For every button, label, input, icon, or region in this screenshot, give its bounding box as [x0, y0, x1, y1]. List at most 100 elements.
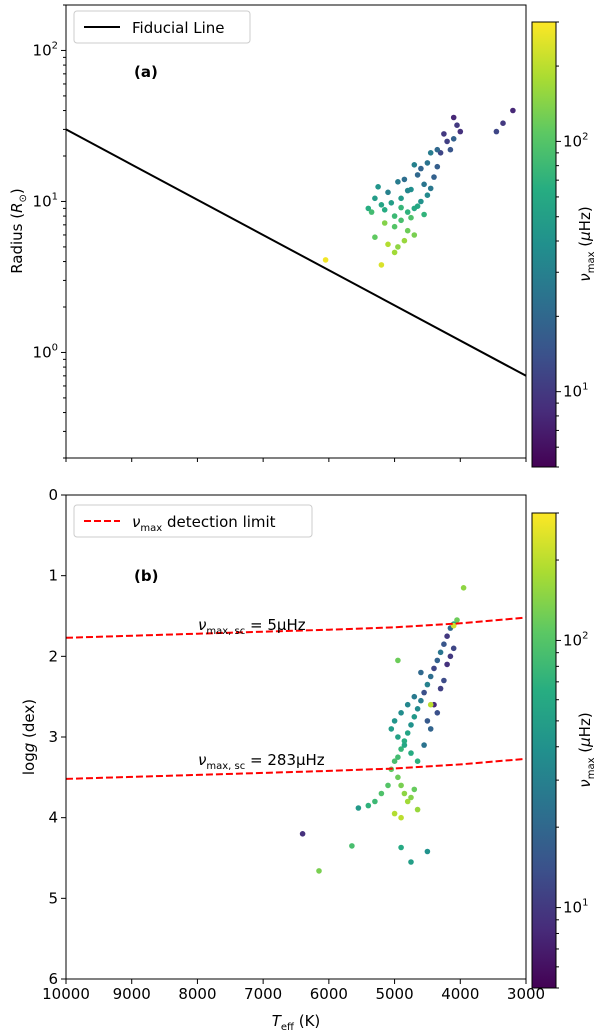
- panel-b-x-ticks: 10000 9000 8000 7000 6000 5000 4000 3000: [42, 979, 545, 1003]
- data-point: [395, 734, 401, 740]
- data-point: [391, 223, 398, 230]
- annotation-5uhz: νmax, sc = 5μHz: [198, 616, 306, 637]
- data-point: [424, 718, 431, 724]
- data-point: [437, 649, 444, 656]
- panel-b-ylabel: logg (dex): [20, 699, 38, 775]
- colorbar-a-label: νmax (μHz): [576, 206, 597, 281]
- legend-frame: [73, 10, 251, 44]
- data-point: [401, 742, 408, 748]
- data-point: [398, 844, 404, 851]
- data-point: [431, 174, 437, 180]
- data-point: [395, 657, 401, 664]
- panel-a-frame: [65, 4, 527, 459]
- panel-b-label: (b): [134, 567, 158, 585]
- data-point: [349, 843, 355, 849]
- panel-a-label: (a): [134, 63, 158, 81]
- annotation-283uhz: νmax, sc = 283μHz: [198, 751, 325, 772]
- data-point: [299, 831, 306, 837]
- panel-b-legend: νmax detection limit: [73, 504, 313, 538]
- data-point: [418, 198, 424, 205]
- x-tick-label: 4000: [441, 985, 479, 1003]
- data-point: [421, 181, 427, 188]
- data-point: [427, 150, 434, 156]
- data-point: [391, 718, 398, 724]
- data-point: [444, 633, 450, 639]
- colorbar-a-gradient: [531, 21, 557, 468]
- cb-tick-label: 102: [563, 131, 588, 150]
- cb-tick-label: 101: [563, 382, 588, 401]
- panel-a-points: [322, 107, 516, 268]
- data-point: [388, 200, 395, 206]
- data-point: [395, 244, 401, 250]
- data-point: [441, 641, 447, 647]
- data-point: [418, 697, 424, 704]
- data-point: [398, 204, 404, 211]
- data-point: [378, 262, 385, 268]
- x-tick-label: 10000: [42, 985, 90, 1003]
- data-point: [375, 184, 381, 190]
- data-point: [408, 859, 414, 865]
- data-point: [427, 673, 434, 680]
- data-point: [398, 195, 404, 202]
- data-point: [385, 189, 391, 196]
- colorbar-b-ticks: 101 102: [556, 512, 588, 989]
- data-point: [444, 661, 450, 668]
- detection-limit-line: [66, 616, 526, 639]
- data-point: [408, 214, 414, 221]
- data-point: [408, 794, 414, 801]
- data-point: [401, 176, 408, 183]
- detection-limit-line: [66, 757, 526, 780]
- data-point: [368, 209, 375, 215]
- data-point: [434, 710, 441, 716]
- data-point: [411, 714, 418, 720]
- data-point: [372, 234, 378, 240]
- data-point: [414, 706, 421, 712]
- y-tick-label: 6: [48, 970, 58, 988]
- data-point: [404, 209, 411, 215]
- data-point: [454, 617, 460, 623]
- data-point: [372, 798, 378, 805]
- data-point: [447, 146, 454, 153]
- data-point: [414, 806, 421, 813]
- panel-a-legend: Fiducial Line: [73, 10, 251, 44]
- colorbar-b: 101 102 νmax (μHz): [531, 512, 597, 989]
- data-point: [447, 653, 454, 660]
- data-point: [434, 146, 441, 153]
- data-point: [395, 774, 401, 781]
- y-tick-label: 2: [48, 647, 58, 665]
- data-point: [404, 798, 411, 805]
- data-point: [510, 107, 516, 114]
- data-point: [385, 241, 391, 248]
- data-point: [408, 750, 414, 756]
- data-point: [414, 172, 421, 178]
- data-point: [418, 669, 424, 676]
- y-tick-label: 0: [48, 486, 58, 504]
- data-point: [424, 681, 431, 688]
- data-point: [395, 754, 401, 760]
- data-point: [398, 710, 404, 716]
- cb-tick-label: 102: [563, 630, 588, 649]
- data-point: [365, 802, 372, 809]
- data-point: [404, 701, 411, 708]
- data-point: [372, 195, 378, 202]
- data-point: [398, 782, 404, 789]
- data-point: [424, 160, 431, 166]
- data-point: [421, 742, 427, 748]
- panel-a-y-ticks: 102 101 100: [33, 4, 66, 459]
- data-point: [444, 138, 450, 145]
- panel-a: 102 101 100 Radius (R⊙) (a) Fiducial Line: [8, 4, 527, 462]
- data-point: [408, 722, 414, 728]
- panel-b-points: [299, 585, 467, 874]
- cb-tick-label: 101: [563, 898, 588, 917]
- data-point: [401, 738, 408, 744]
- y-tick-label: 5: [48, 889, 58, 907]
- data-point: [391, 213, 398, 219]
- data-point: [391, 810, 398, 817]
- data-point: [404, 227, 411, 234]
- data-point: [437, 685, 444, 692]
- data-point: [404, 187, 411, 194]
- data-point: [401, 237, 408, 244]
- data-point: [411, 693, 418, 700]
- panel-a-ylabel: Radius (R⊙): [8, 188, 29, 274]
